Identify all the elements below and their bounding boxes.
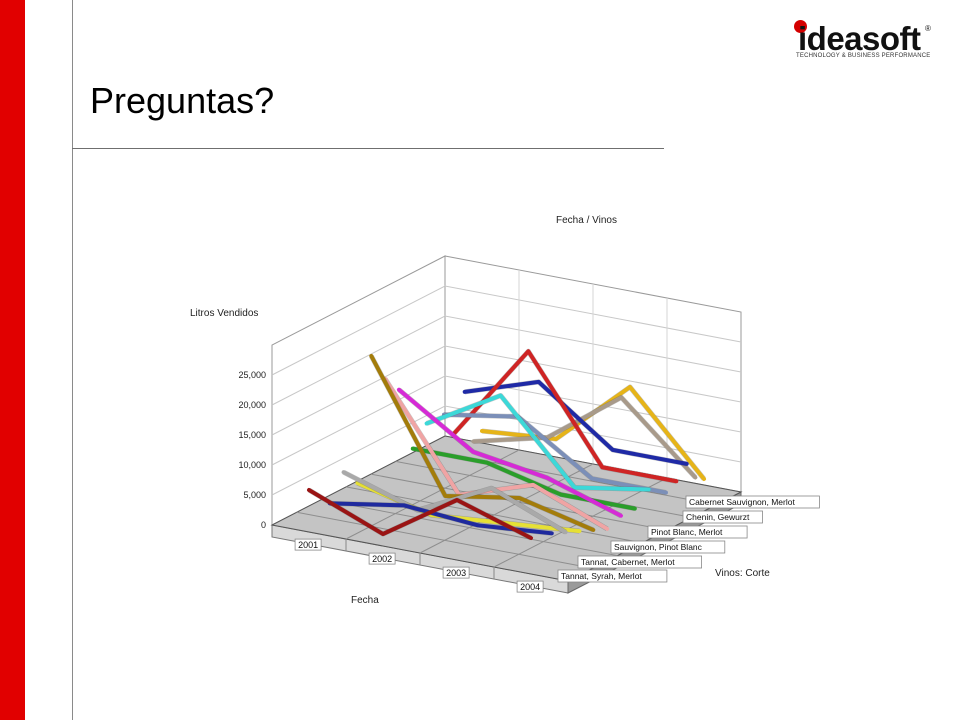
z-label-box	[610, 540, 726, 554]
slide-title: Preguntas?	[90, 80, 275, 121]
category-label: 2003	[446, 568, 466, 578]
gridline	[271, 345, 742, 436]
z-label-box	[647, 525, 748, 539]
y-tick-label: 0	[261, 520, 266, 530]
category-box	[516, 580, 544, 593]
chart-series-lines	[307, 348, 706, 541]
gridline	[271, 285, 742, 376]
series-line	[471, 395, 698, 480]
z-label: Tannat, Cabernet, Merlot	[581, 557, 675, 567]
series-line	[307, 488, 533, 540]
category-box	[442, 566, 470, 579]
z-label-box	[682, 510, 763, 524]
logo-wordmark: ideasoft	[798, 20, 921, 57]
series-line	[424, 393, 651, 492]
z-label: Chenin, Gewurzt	[686, 512, 750, 522]
z-label-box	[685, 495, 820, 509]
category-box	[368, 552, 396, 565]
z-label: Pinot Blanc, Merlot	[651, 527, 723, 537]
ideasoft-logo: ideasoft ® TECHNOLOGY & BUSINESS PERFORM…	[792, 18, 942, 66]
chart-title: Fecha / Vinos	[556, 215, 617, 226]
series-line	[462, 379, 689, 466]
z-label: Cabernet Sauvignon, Merlot	[689, 497, 795, 507]
category-label: 2004	[520, 582, 540, 592]
category-label: 2001	[298, 540, 318, 550]
logo-registered-mark: ®	[925, 24, 931, 33]
y-tick-label: 25,000	[238, 370, 266, 380]
z-label-box	[577, 555, 702, 569]
floor-gridline	[419, 463, 594, 554]
y-tick-label: 20,000	[238, 400, 266, 410]
category-label: 2002	[372, 554, 392, 564]
series-line	[452, 349, 679, 484]
title-underline	[72, 148, 664, 149]
z-label: Sauvignon, Pinot Blanc	[614, 542, 703, 552]
gridline	[271, 315, 742, 406]
gridline	[271, 375, 742, 466]
accent-bar	[0, 0, 25, 720]
y-axis-title: Litros Vendidos	[190, 308, 258, 319]
z-axis-title: Vinos: Corte	[715, 568, 770, 579]
series-line	[369, 353, 596, 532]
logo-dot-icon	[794, 20, 807, 33]
y-tick-label: 10,000	[238, 460, 266, 470]
series-line	[441, 412, 668, 495]
left-divider	[72, 0, 73, 720]
y-tick-label: 15,000	[238, 430, 266, 440]
logo-tagline: TECHNOLOGY & BUSINESS PERFORMANCE	[796, 53, 931, 59]
chart-labels: 0 5,000 10,000 15,000 20,000 25,000 2001 2002 20…	[190, 215, 820, 606]
category-box	[294, 538, 322, 551]
z-label: Tannat, Syrah, Merlot	[561, 571, 642, 581]
gridline	[271, 405, 742, 496]
y-tick-label: 5,000	[243, 490, 266, 500]
x-axis-title: Fecha	[351, 595, 379, 606]
series-line	[396, 387, 623, 518]
z-label-box	[557, 569, 668, 583]
